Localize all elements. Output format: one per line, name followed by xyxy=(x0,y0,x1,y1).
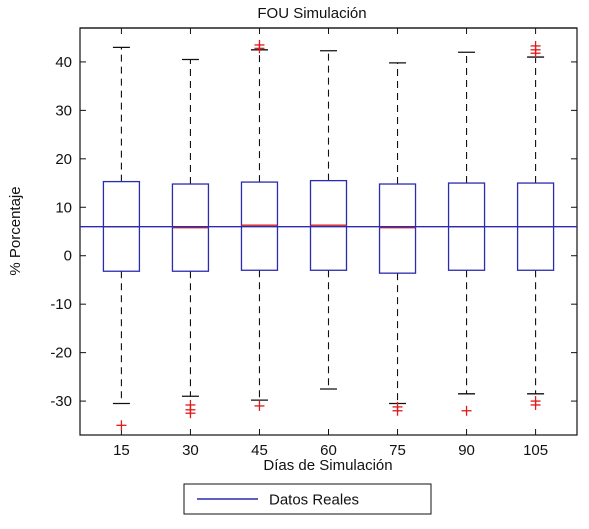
x-tick-label: 105 xyxy=(523,442,548,459)
y-tick-label: -30 xyxy=(50,393,72,410)
box-15 xyxy=(102,46,141,431)
outlier-marker xyxy=(254,39,265,50)
outlier-marker xyxy=(116,420,127,431)
y-tick-label: 20 xyxy=(55,151,72,168)
x-tick-label: 45 xyxy=(251,442,268,459)
box-series xyxy=(102,39,555,431)
legend: Datos Reales xyxy=(183,483,432,515)
y-tick-label: 10 xyxy=(55,199,72,216)
box-75 xyxy=(378,62,417,416)
y-tick-label: 30 xyxy=(55,102,72,119)
outlier-marker xyxy=(392,405,403,416)
box-105 xyxy=(516,40,555,410)
y-tick-label: 0 xyxy=(64,248,72,265)
box-45 xyxy=(240,39,279,411)
y-axis-label: % Porcentaje xyxy=(7,186,24,275)
y-tick-label: 40 xyxy=(55,54,72,71)
outlier-marker xyxy=(185,408,196,419)
x-tick-label: 15 xyxy=(113,442,130,459)
x-axis: 15 30 45 60 75 90 105 xyxy=(113,28,548,459)
outlier-marker xyxy=(461,405,472,416)
x-tick-label: 30 xyxy=(182,442,199,459)
box-60 xyxy=(309,50,348,390)
x-tick-label: 60 xyxy=(320,442,337,459)
x-tick-label: 90 xyxy=(458,442,475,459)
outlier-marker xyxy=(530,399,541,410)
chart-title: FOU Simulación xyxy=(257,5,366,22)
box-iqr xyxy=(378,183,417,274)
legend-entry-label: Datos Reales xyxy=(269,492,359,509)
plot-frame xyxy=(79,27,578,436)
box-90 xyxy=(447,51,486,416)
outlier-marker xyxy=(530,40,541,51)
box-30 xyxy=(171,58,210,419)
y-tick-label: -10 xyxy=(50,296,72,313)
x-axis-label: Días de Simulación xyxy=(263,457,392,474)
y-axis: -30 -20 -10 0 10 20 30 40 xyxy=(50,54,577,410)
x-tick-label: 75 xyxy=(389,442,406,459)
outlier-marker xyxy=(254,400,265,411)
y-tick-label: -20 xyxy=(50,345,72,362)
